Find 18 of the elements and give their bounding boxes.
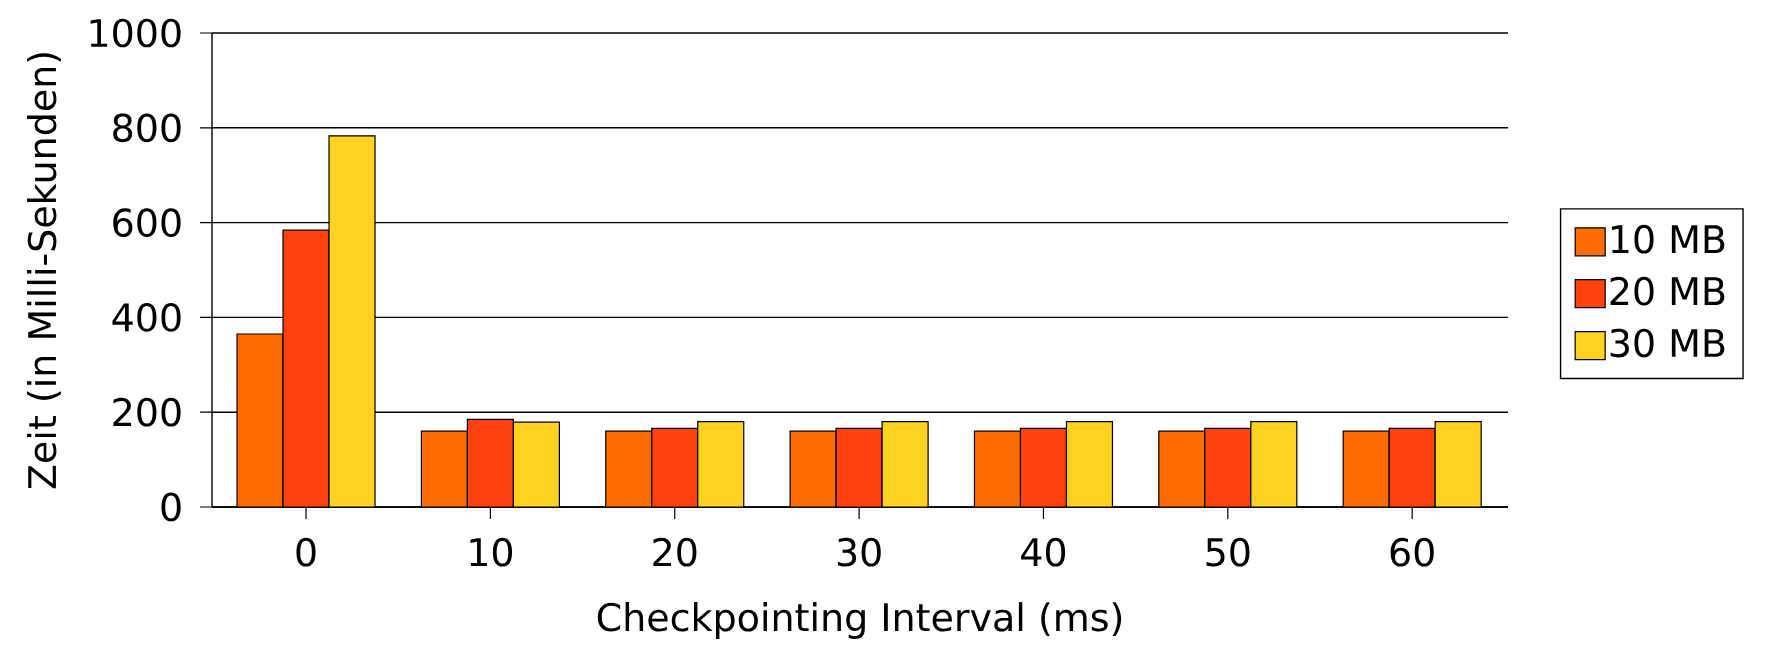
y-axis-title: Zeit (in Milli-Sekunden) [27,53,61,489]
legend-label: 20 MB [1610,276,1725,306]
legend-label: 10 MB [1611,224,1725,254]
x-tick-label: 60 [1390,537,1434,567]
x-axis-title: Checkpointing Interval (ms) [597,602,1122,639]
y-tick-label: 200 [113,397,181,427]
x-tick-label: 30 [837,537,881,567]
x-tick-label: 20 [653,537,697,567]
x-tick-label: 50 [1206,537,1250,567]
y-tick-label: 400 [112,303,181,332]
y-tick-label: 600 [113,208,181,237]
y-tick-label: 1000 [90,18,181,48]
y-tick-label: 0 [161,492,181,522]
x-tick-label: 40 [1021,537,1066,567]
x-tick-label: 10 [470,537,513,567]
y-tick-label: 800 [113,113,181,143]
x-tick-label: 0 [296,537,316,567]
legend-label: 30 MB [1610,328,1725,358]
